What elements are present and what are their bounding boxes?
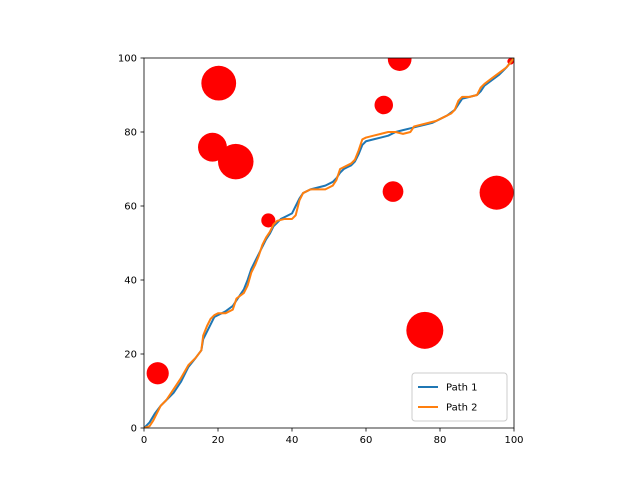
obstacle-circle-1 [201,65,237,101]
y-tick-label-2: 40 [124,276,137,287]
plot-frame [143,57,515,429]
x-tick-label-0: 0 [141,435,147,446]
x-tick-label-3: 60 [360,435,373,446]
x-tick-label-1: 20 [212,435,225,446]
y-tick-label-5: 100 [118,54,137,65]
y-tick-label-0: 0 [131,424,137,435]
obstacle-circle-7 [382,181,404,202]
obstacle-circle-3 [218,143,254,180]
legend-label-1: Path 1 [446,383,478,394]
y-tick-label-4: 80 [124,128,137,139]
x-tick-label-4: 80 [434,435,447,446]
x-tick-label-2: 40 [286,435,299,446]
obstacle-circle-6 [387,58,412,71]
x-axis: 0 20 40 60 80 100 [141,428,524,446]
x-tick-label-5: 100 [504,435,523,446]
legend-label-2: Path 2 [446,403,478,414]
y-axis: 0 20 40 60 80 100 [118,54,144,435]
obstacle-layer [146,58,514,385]
obstacle-circle-9 [479,175,514,210]
obstacle-circle-5 [374,95,394,115]
obstacle-circle-8 [406,311,444,349]
obstacle-circle-0 [146,362,169,385]
obstacle-circle-4 [261,213,276,228]
series-line-path-2 [144,58,514,428]
series-layer [144,58,514,428]
legend-box [411,372,508,422]
y-tick-label-3: 60 [124,202,137,213]
y-tick-label-1: 20 [124,350,137,361]
legend: Path 1 Path 2 [411,372,508,422]
